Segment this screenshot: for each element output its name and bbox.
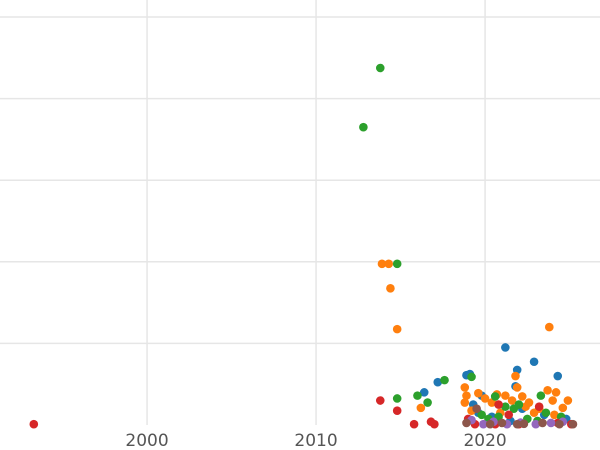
- data-point-green[interactable]: [413, 391, 422, 400]
- data-point-orange[interactable]: [548, 396, 557, 405]
- data-point-orange[interactable]: [460, 383, 470, 392]
- data-point-brown[interactable]: [485, 419, 495, 429]
- data-point-brown[interactable]: [462, 418, 471, 428]
- data-point-orange[interactable]: [543, 386, 552, 395]
- data-point-brown[interactable]: [472, 404, 481, 413]
- point-layer: [29, 63, 578, 429]
- data-point-green[interactable]: [392, 259, 402, 269]
- data-point-red[interactable]: [494, 400, 503, 409]
- data-point-orange[interactable]: [524, 398, 534, 407]
- data-point-orange[interactable]: [462, 391, 471, 400]
- data-point-brown[interactable]: [519, 419, 529, 429]
- data-point-blue[interactable]: [553, 371, 563, 381]
- data-point-orange[interactable]: [416, 403, 426, 413]
- data-point-orange[interactable]: [384, 259, 394, 269]
- x-tick-label: 2010: [294, 431, 337, 450]
- data-point-green[interactable]: [477, 410, 486, 420]
- data-point-red[interactable]: [504, 410, 514, 420]
- data-point-purple[interactable]: [546, 418, 556, 428]
- data-point-orange[interactable]: [377, 259, 387, 269]
- data-point-blue[interactable]: [529, 357, 539, 367]
- data-point-green[interactable]: [359, 122, 368, 132]
- data-point-green[interactable]: [423, 398, 432, 407]
- data-point-orange[interactable]: [474, 388, 483, 398]
- data-point-orange[interactable]: [386, 284, 395, 293]
- data-point-red[interactable]: [534, 402, 544, 411]
- data-point-brown[interactable]: [512, 419, 522, 429]
- data-point-blue[interactable]: [419, 388, 429, 397]
- data-point-green[interactable]: [490, 392, 500, 401]
- data-point-red[interactable]: [392, 406, 402, 416]
- data-point-green[interactable]: [440, 375, 449, 385]
- data-point-orange[interactable]: [512, 383, 522, 392]
- data-point-orange[interactable]: [558, 403, 568, 413]
- data-point-green[interactable]: [514, 400, 524, 409]
- data-point-purple[interactable]: [479, 419, 488, 429]
- data-point-red[interactable]: [29, 419, 39, 429]
- data-point-orange[interactable]: [517, 392, 527, 401]
- data-point-orange[interactable]: [551, 388, 561, 397]
- data-point-orange[interactable]: [563, 396, 573, 405]
- data-point-purple[interactable]: [531, 419, 541, 429]
- data-point-orange[interactable]: [511, 371, 520, 381]
- data-point-green[interactable]: [501, 402, 510, 411]
- data-point-red[interactable]: [409, 419, 419, 429]
- grid-layer: [0, 0, 600, 425]
- data-point-green[interactable]: [536, 391, 546, 400]
- data-point-brown[interactable]: [497, 418, 507, 428]
- data-point-red[interactable]: [375, 396, 385, 405]
- data-point-orange[interactable]: [501, 391, 510, 400]
- data-point-red[interactable]: [430, 419, 439, 429]
- data-point-orange[interactable]: [544, 322, 554, 332]
- data-point-green[interactable]: [375, 63, 385, 73]
- data-point-orange[interactable]: [529, 408, 539, 418]
- data-point-brown[interactable]: [538, 418, 547, 428]
- x-tick-label: 2020: [463, 431, 506, 450]
- data-point-green[interactable]: [467, 372, 476, 382]
- data-point-brown[interactable]: [555, 419, 564, 429]
- data-point-orange[interactable]: [507, 396, 517, 405]
- data-point-orange[interactable]: [480, 394, 490, 403]
- data-point-blue[interactable]: [433, 377, 443, 387]
- data-point-green[interactable]: [392, 394, 402, 403]
- data-point-orange[interactable]: [460, 398, 470, 407]
- data-point-green[interactable]: [541, 408, 551, 418]
- data-point-blue[interactable]: [501, 343, 510, 352]
- x-tick-labels: 2000 2010 2020: [125, 431, 506, 450]
- data-point-brown[interactable]: [568, 419, 578, 429]
- x-tick-label: 2000: [125, 431, 168, 450]
- data-point-orange[interactable]: [392, 324, 402, 334]
- data-point-orange[interactable]: [550, 410, 559, 420]
